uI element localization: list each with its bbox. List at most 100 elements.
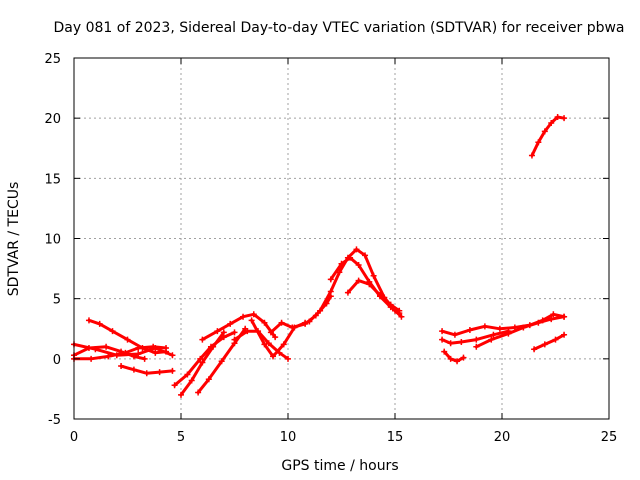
data-point <box>473 336 480 343</box>
data-point <box>481 323 488 330</box>
series-arc-18 <box>441 348 467 365</box>
data-point <box>85 345 92 352</box>
data-point <box>344 289 351 296</box>
series-arc-21 <box>528 113 568 159</box>
tick-marks <box>73 57 610 420</box>
data-point <box>231 336 238 343</box>
chart-title: Day 081 of 2023, Sidereal Day-to-day VTE… <box>53 20 624 36</box>
data-point <box>355 261 362 268</box>
x-tick-label: 15 <box>387 430 404 445</box>
data-point <box>122 349 129 356</box>
data-point <box>552 336 559 343</box>
data-point <box>355 277 362 284</box>
data-point <box>561 313 568 320</box>
data-point <box>220 329 227 336</box>
data-point <box>488 336 495 343</box>
data-point <box>261 341 268 348</box>
data-point <box>248 317 255 324</box>
data-point <box>535 319 542 326</box>
data-point <box>109 328 116 335</box>
data-point <box>267 329 274 336</box>
grid-lines <box>74 58 609 419</box>
data-point <box>143 370 150 377</box>
data-point <box>447 355 454 362</box>
data-point <box>178 391 184 398</box>
data-point <box>505 330 512 337</box>
series-arc-9 <box>199 311 279 343</box>
series-arc-7 <box>178 329 227 398</box>
series-arc-17 <box>439 328 512 347</box>
data-point <box>535 139 542 146</box>
series-line <box>233 329 290 361</box>
data-point <box>250 311 257 318</box>
data-point <box>377 292 384 299</box>
data-point <box>447 340 454 347</box>
data-point <box>541 128 548 135</box>
data-point <box>130 353 137 360</box>
data-point <box>362 252 369 259</box>
data-point <box>280 341 287 348</box>
series-layer <box>71 113 568 398</box>
data-point <box>124 336 131 343</box>
data-point <box>270 353 277 360</box>
data-point <box>531 346 538 353</box>
y-tick-label: 5 <box>53 293 61 308</box>
series-arc-6 <box>171 329 238 389</box>
data-point <box>188 377 195 384</box>
data-point <box>561 115 568 122</box>
data-point <box>103 343 110 350</box>
data-point <box>338 260 345 267</box>
data-point <box>169 352 176 359</box>
data-point <box>227 320 234 327</box>
data-point <box>460 354 467 361</box>
x-tick-label: 20 <box>494 430 511 445</box>
data-point <box>366 281 373 288</box>
data-point <box>130 366 137 373</box>
data-point <box>214 328 221 335</box>
data-point <box>370 272 377 279</box>
y-tick-label: 25 <box>44 52 61 67</box>
series-line <box>173 330 236 387</box>
data-point <box>96 320 103 327</box>
data-point <box>163 345 170 352</box>
data-point <box>473 343 480 350</box>
y-tick-labels: -5 0 5 10 15 20 25 <box>44 52 61 428</box>
data-point <box>496 325 503 332</box>
x-tick-label: 10 <box>280 430 297 445</box>
data-point <box>197 355 204 362</box>
series-line <box>440 312 566 337</box>
data-point <box>387 301 394 308</box>
data-point <box>199 359 206 366</box>
data-point <box>439 328 446 335</box>
data-point <box>528 152 535 159</box>
x-tick-label: 0 <box>70 430 78 445</box>
data-point <box>327 288 334 295</box>
series-arc-20 <box>531 331 568 353</box>
data-point <box>231 329 238 336</box>
data-point <box>156 369 163 376</box>
data-point <box>285 355 291 362</box>
x-tick-label: 5 <box>177 430 185 445</box>
data-point <box>454 358 461 365</box>
y-tick-label: 0 <box>53 353 61 368</box>
data-point <box>317 307 324 314</box>
data-point <box>398 313 405 320</box>
data-point <box>261 319 268 326</box>
series-line <box>346 279 401 313</box>
data-point <box>353 246 360 253</box>
data-point <box>441 348 448 355</box>
data-point <box>240 313 247 320</box>
series-arc-5 <box>118 363 176 377</box>
series-arc-15 <box>344 277 403 314</box>
data-point <box>88 355 95 362</box>
data-point <box>289 324 296 331</box>
x-tick-label: 25 <box>601 430 618 445</box>
data-point <box>141 355 148 362</box>
series-line <box>442 350 465 363</box>
data-point <box>210 343 217 350</box>
data-point <box>458 338 465 345</box>
data-point <box>306 318 313 325</box>
data-point <box>195 389 202 396</box>
data-point <box>85 317 92 324</box>
